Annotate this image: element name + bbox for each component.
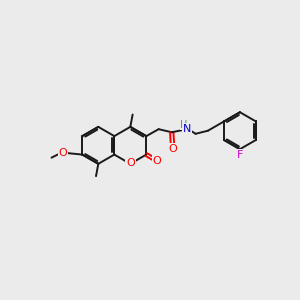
Text: O: O	[126, 158, 135, 168]
Text: O: O	[168, 144, 177, 154]
Text: O: O	[59, 148, 68, 158]
Text: O: O	[153, 156, 161, 166]
Text: F: F	[237, 150, 243, 160]
Text: H: H	[180, 119, 188, 130]
Text: N: N	[183, 124, 191, 134]
